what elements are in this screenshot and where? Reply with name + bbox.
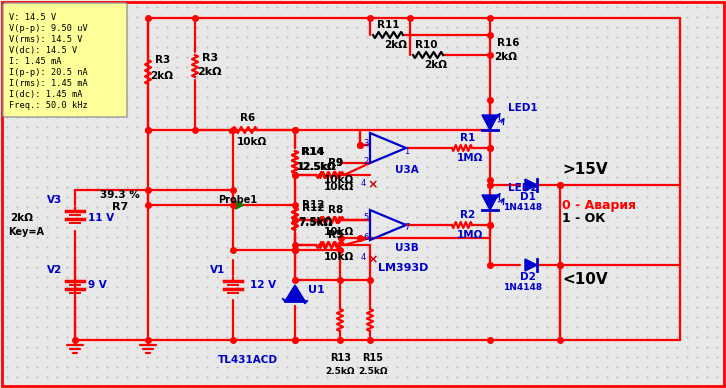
Text: R1: R1: [460, 133, 476, 143]
Text: 2.5kΩ: 2.5kΩ: [325, 367, 354, 376]
Text: ×: ×: [368, 253, 378, 267]
Text: 4: 4: [360, 253, 366, 263]
Text: 7: 7: [404, 223, 409, 232]
Text: >15V: >15V: [562, 163, 608, 177]
Text: 2: 2: [363, 158, 368, 166]
Text: R5: R5: [328, 230, 343, 240]
Polygon shape: [525, 259, 537, 271]
Text: I(dc): 1.45 mA: I(dc): 1.45 mA: [9, 90, 83, 99]
Text: Probe1: Probe1: [218, 195, 257, 205]
Text: LM393D: LM393D: [378, 263, 428, 273]
Text: R7: R7: [112, 202, 128, 212]
Text: R15: R15: [362, 353, 383, 363]
Text: R6: R6: [240, 113, 256, 123]
Text: R8: R8: [328, 205, 343, 215]
Text: R9: R9: [328, 158, 343, 168]
Text: D1: D1: [520, 192, 536, 202]
Text: 5: 5: [363, 213, 368, 222]
Text: TL431ACD: TL431ACD: [218, 355, 278, 365]
Text: V(rms): 14.5 V: V(rms): 14.5 V: [9, 35, 83, 44]
Text: 11 V: 11 V: [88, 213, 114, 223]
Text: 10kΩ: 10kΩ: [324, 252, 354, 262]
Text: 2.5kΩ: 2.5kΩ: [358, 367, 388, 376]
Text: U3A: U3A: [395, 165, 419, 175]
Polygon shape: [285, 285, 305, 301]
Text: V2: V2: [47, 265, 62, 275]
Text: R14: R14: [302, 147, 325, 157]
Text: U3B: U3B: [395, 243, 419, 253]
Text: 0 - Авария: 0 - Авария: [562, 199, 636, 211]
Text: R11: R11: [377, 20, 399, 30]
Text: I: 1.45 mA: I: 1.45 mA: [9, 57, 62, 66]
Text: 2kΩ: 2kΩ: [197, 67, 221, 77]
Text: V: 14.5 V: V: 14.5 V: [9, 13, 56, 22]
Text: Key=A: Key=A: [8, 227, 44, 237]
Text: R14: R14: [301, 147, 324, 157]
Text: 10kΩ: 10kΩ: [324, 227, 354, 237]
Text: V3: V3: [47, 195, 62, 205]
Text: 1: 1: [404, 147, 409, 156]
Text: 1N4148: 1N4148: [503, 282, 542, 291]
Text: 9 V: 9 V: [88, 280, 107, 290]
Text: I(rms): 1.45 mA: I(rms): 1.45 mA: [9, 79, 88, 88]
Text: 2kΩ: 2kΩ: [424, 60, 447, 70]
Text: LED1: LED1: [508, 103, 538, 113]
Text: V(p-p): 9.50 uV: V(p-p): 9.50 uV: [9, 24, 88, 33]
FancyBboxPatch shape: [3, 3, 127, 117]
Text: R12: R12: [302, 203, 325, 213]
Text: 1N4148: 1N4148: [503, 203, 542, 211]
Text: R9: R9: [328, 158, 343, 168]
Text: 2kΩ: 2kΩ: [150, 71, 173, 81]
Text: <10V: <10V: [562, 272, 608, 288]
Text: Freq.: 50.0 kHz: Freq.: 50.0 kHz: [9, 101, 88, 110]
Text: U1: U1: [308, 285, 325, 295]
Text: 2kΩ: 2kΩ: [384, 40, 407, 50]
Text: R13: R13: [330, 353, 351, 363]
Text: 10kΩ: 10kΩ: [237, 137, 267, 147]
Text: ×: ×: [368, 178, 378, 192]
Text: 3: 3: [363, 139, 368, 147]
Text: 2kΩ: 2kΩ: [10, 213, 33, 223]
Text: 1MΩ: 1MΩ: [457, 153, 484, 163]
Polygon shape: [482, 195, 498, 210]
Text: R16: R16: [497, 38, 520, 48]
Text: 1MΩ: 1MΩ: [457, 230, 484, 240]
Text: 4: 4: [360, 178, 366, 187]
Text: V1: V1: [211, 265, 226, 275]
Text: 12.5kΩ: 12.5kΩ: [297, 162, 336, 172]
Text: 10kΩ: 10kΩ: [324, 175, 354, 185]
Text: 7.5kΩ: 7.5kΩ: [298, 217, 333, 227]
Text: 12 V: 12 V: [250, 280, 276, 290]
Text: LED2: LED2: [508, 183, 538, 193]
Text: 6: 6: [363, 232, 368, 241]
Polygon shape: [482, 115, 498, 130]
Text: 39.3 %: 39.3 %: [100, 190, 140, 200]
Text: D2: D2: [520, 272, 536, 282]
Text: R2: R2: [460, 210, 476, 220]
Text: 1 - ОК: 1 - ОК: [562, 211, 605, 225]
Text: V(dc): 14.5 V: V(dc): 14.5 V: [9, 46, 77, 55]
Polygon shape: [525, 179, 537, 191]
Text: 2kΩ: 2kΩ: [494, 52, 517, 62]
Text: R3: R3: [202, 53, 218, 63]
Text: R12: R12: [302, 200, 325, 210]
Text: 12.5kΩ: 12.5kΩ: [298, 162, 337, 172]
Text: R3: R3: [155, 55, 171, 65]
Text: 7.5kΩ: 7.5kΩ: [298, 218, 333, 228]
Text: R10: R10: [415, 40, 438, 50]
Text: 10kΩ: 10kΩ: [324, 182, 354, 192]
Text: I(p-p): 20.5 nA: I(p-p): 20.5 nA: [9, 68, 88, 77]
